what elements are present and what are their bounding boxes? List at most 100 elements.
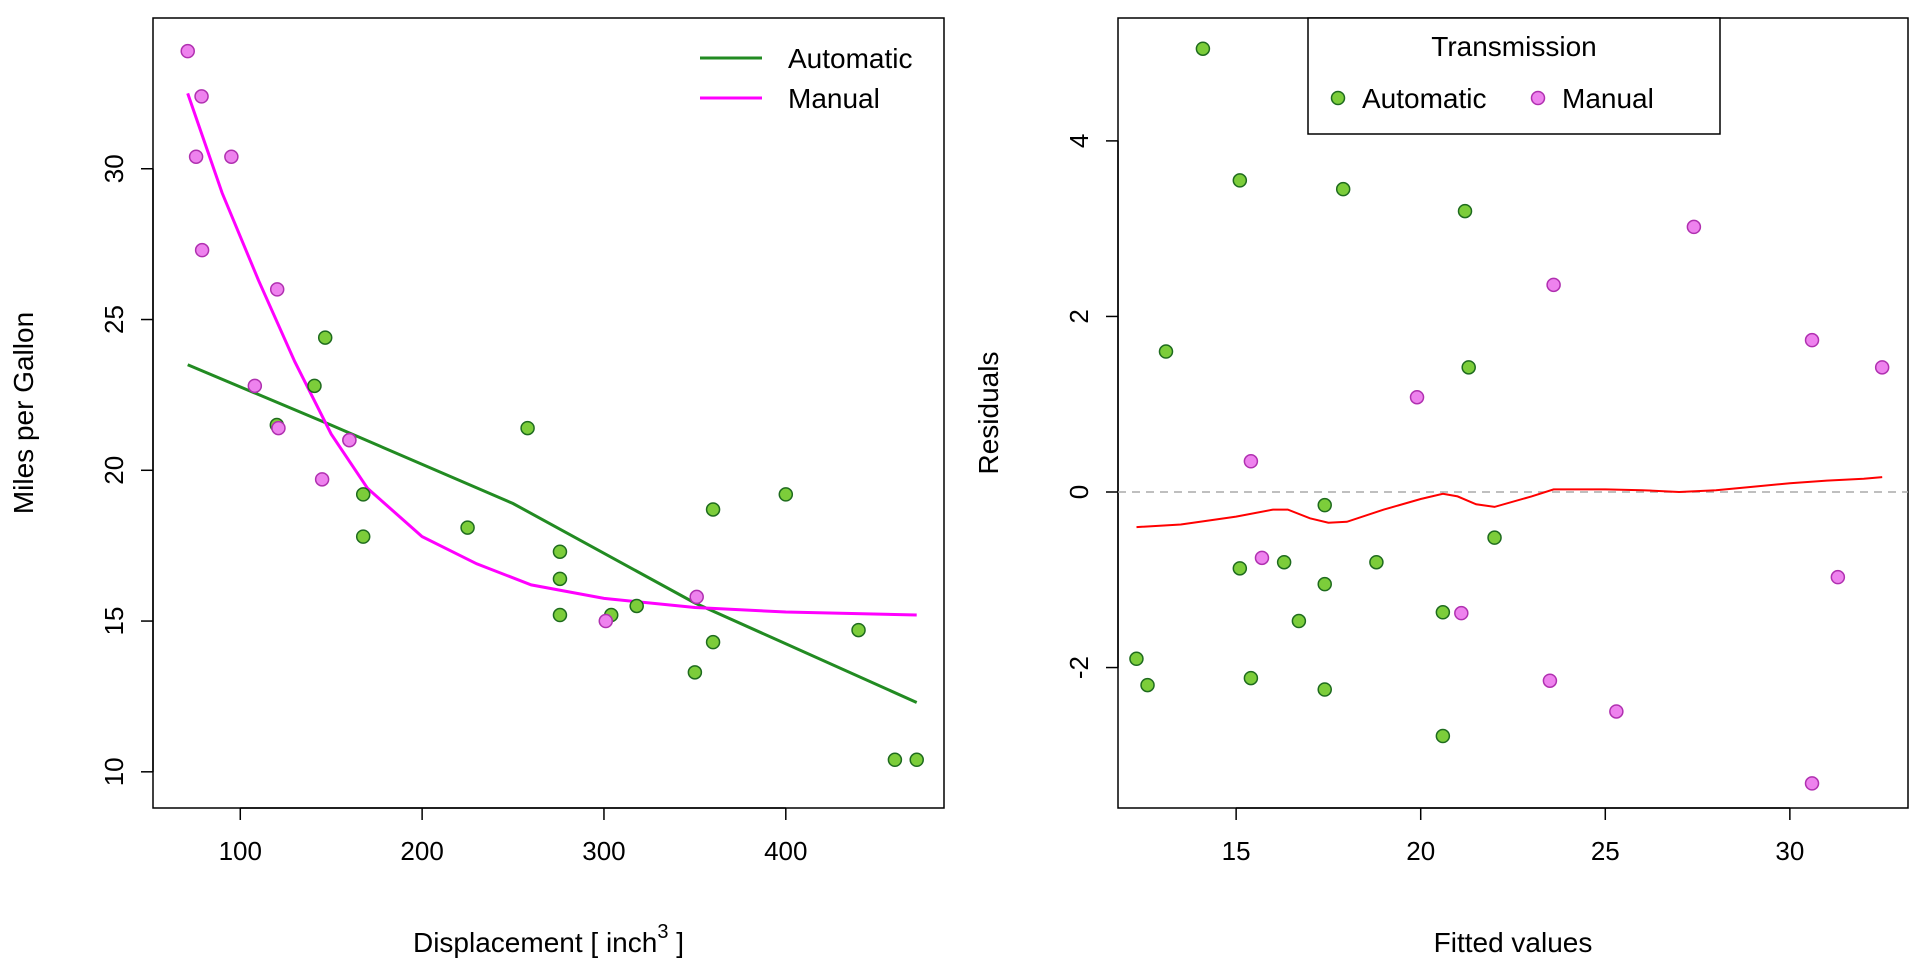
point-automatic (1243, 670, 1259, 686)
point-automatic (355, 529, 371, 544)
legend-label-manual: Manual (1562, 83, 1654, 114)
y-tick-label: 15 (99, 607, 129, 636)
point-manual (342, 432, 357, 448)
legend: Transmission Automatic Manual (1307, 17, 1721, 135)
point-automatic (1369, 554, 1384, 570)
point-automatic (1435, 728, 1451, 744)
x-tick-label: 30 (1775, 836, 1804, 866)
point-automatic (552, 571, 568, 587)
x-tick-label: 200 (400, 836, 443, 866)
point-automatic (705, 634, 721, 650)
point-automatic (887, 752, 903, 768)
point-manual (314, 472, 330, 487)
x-axis-title-text: Displacement [ inch (413, 927, 657, 958)
point-automatic (1435, 605, 1451, 620)
point-manual (271, 420, 286, 436)
point-manual (1830, 569, 1846, 585)
point-automatic (909, 752, 924, 768)
residuals-chart: 15 20 25 30 -2 0 2 4 Fitted values Residuals Trans… (973, 17, 1909, 958)
point-automatic (1232, 561, 1248, 576)
point-automatic (1457, 203, 1473, 219)
plot-frame (152, 17, 945, 809)
y-tick-label: 4 (1064, 134, 1094, 148)
y-tick-label: -2 (1064, 656, 1094, 679)
point-automatic (705, 502, 721, 517)
point-automatic (460, 520, 475, 535)
point-automatic (1195, 41, 1211, 56)
point-automatic (1317, 682, 1332, 697)
y-axis-title: Residuals (973, 352, 1004, 475)
y-tick-label: 25 (99, 305, 129, 334)
point-automatic (687, 665, 703, 680)
y-axis-title: Miles per Gallon (8, 312, 39, 514)
point-manual (194, 242, 210, 258)
legend-label-manual: Manual (788, 83, 880, 114)
point-manual (598, 613, 614, 629)
point-manual (1609, 704, 1624, 719)
point-automatic (1461, 360, 1476, 375)
x-tick-label: 15 (1222, 836, 1251, 866)
y-tick-label: 2 (1064, 309, 1094, 323)
legend-label-automatic: Automatic (788, 43, 913, 74)
point-manual (1254, 550, 1270, 566)
point-automatic (1317, 497, 1332, 513)
point-automatic (1291, 613, 1307, 629)
legend-marker-automatic (1330, 90, 1346, 106)
point-automatic (317, 330, 333, 345)
point-automatic (307, 378, 322, 394)
point-manual (247, 378, 263, 394)
point-manual (269, 282, 285, 297)
point-manual (1409, 389, 1425, 405)
point-manual (224, 149, 239, 164)
fit-line-automatic (187, 363, 918, 704)
point-automatic (1129, 651, 1144, 667)
smooth-line (1136, 476, 1883, 529)
legend-title: Transmission (1431, 31, 1596, 62)
x-axis-title: Fitted values (1434, 927, 1593, 958)
x-tick-label: 400 (764, 836, 807, 866)
y-tick-label: 0 (1064, 485, 1094, 499)
point-manual (1542, 673, 1558, 688)
x-tick-label: 100 (219, 836, 262, 866)
y-tick-label: 30 (99, 154, 129, 183)
point-automatic (1317, 576, 1332, 592)
legend-box (1307, 17, 1721, 135)
point-manual (1546, 277, 1561, 293)
point-automatic (1335, 181, 1351, 197)
point-manual (1686, 219, 1702, 235)
y-tick-label: 10 (99, 757, 129, 786)
x-axis-title-superscript: 3 (657, 921, 668, 943)
point-automatic (778, 487, 794, 502)
point-automatic (520, 420, 535, 436)
x-axis-title-suffix: ] (668, 927, 684, 958)
plot-frame (1117, 17, 1909, 809)
point-manual (689, 589, 704, 605)
point-manual (1804, 332, 1820, 348)
point-manual (1454, 605, 1469, 621)
x-axis-title-text: Fitted values (1434, 927, 1593, 958)
legend: Automatic Manual (700, 43, 913, 114)
point-automatic (1158, 344, 1174, 359)
point-automatic (629, 598, 644, 614)
point-automatic (1276, 554, 1292, 570)
point-automatic (552, 544, 568, 559)
x-tick-label: 25 (1591, 836, 1620, 866)
point-manual (1804, 776, 1820, 791)
point-manual (194, 89, 209, 104)
point-automatic (1487, 530, 1502, 545)
fit-line-manual (186, 92, 917, 617)
displacement-mpg-chart: 100 200 300 400 10 15 20 25 30 Displacement [ inc… (8, 17, 945, 958)
point-manual (180, 43, 195, 59)
y-tick-label: 20 (99, 456, 129, 485)
point-automatic (1232, 173, 1248, 188)
legend-marker-manual (1530, 90, 1546, 106)
legend-label-automatic: Automatic (1362, 83, 1487, 114)
x-tick-label: 20 (1406, 836, 1435, 866)
x-axis-title: Displacement [ inch3 ] (413, 921, 684, 958)
point-automatic (552, 607, 568, 623)
plot-area (1118, 41, 1908, 791)
x-tick-label: 300 (582, 836, 625, 866)
point-manual (1874, 360, 1890, 375)
point-automatic (355, 487, 371, 502)
